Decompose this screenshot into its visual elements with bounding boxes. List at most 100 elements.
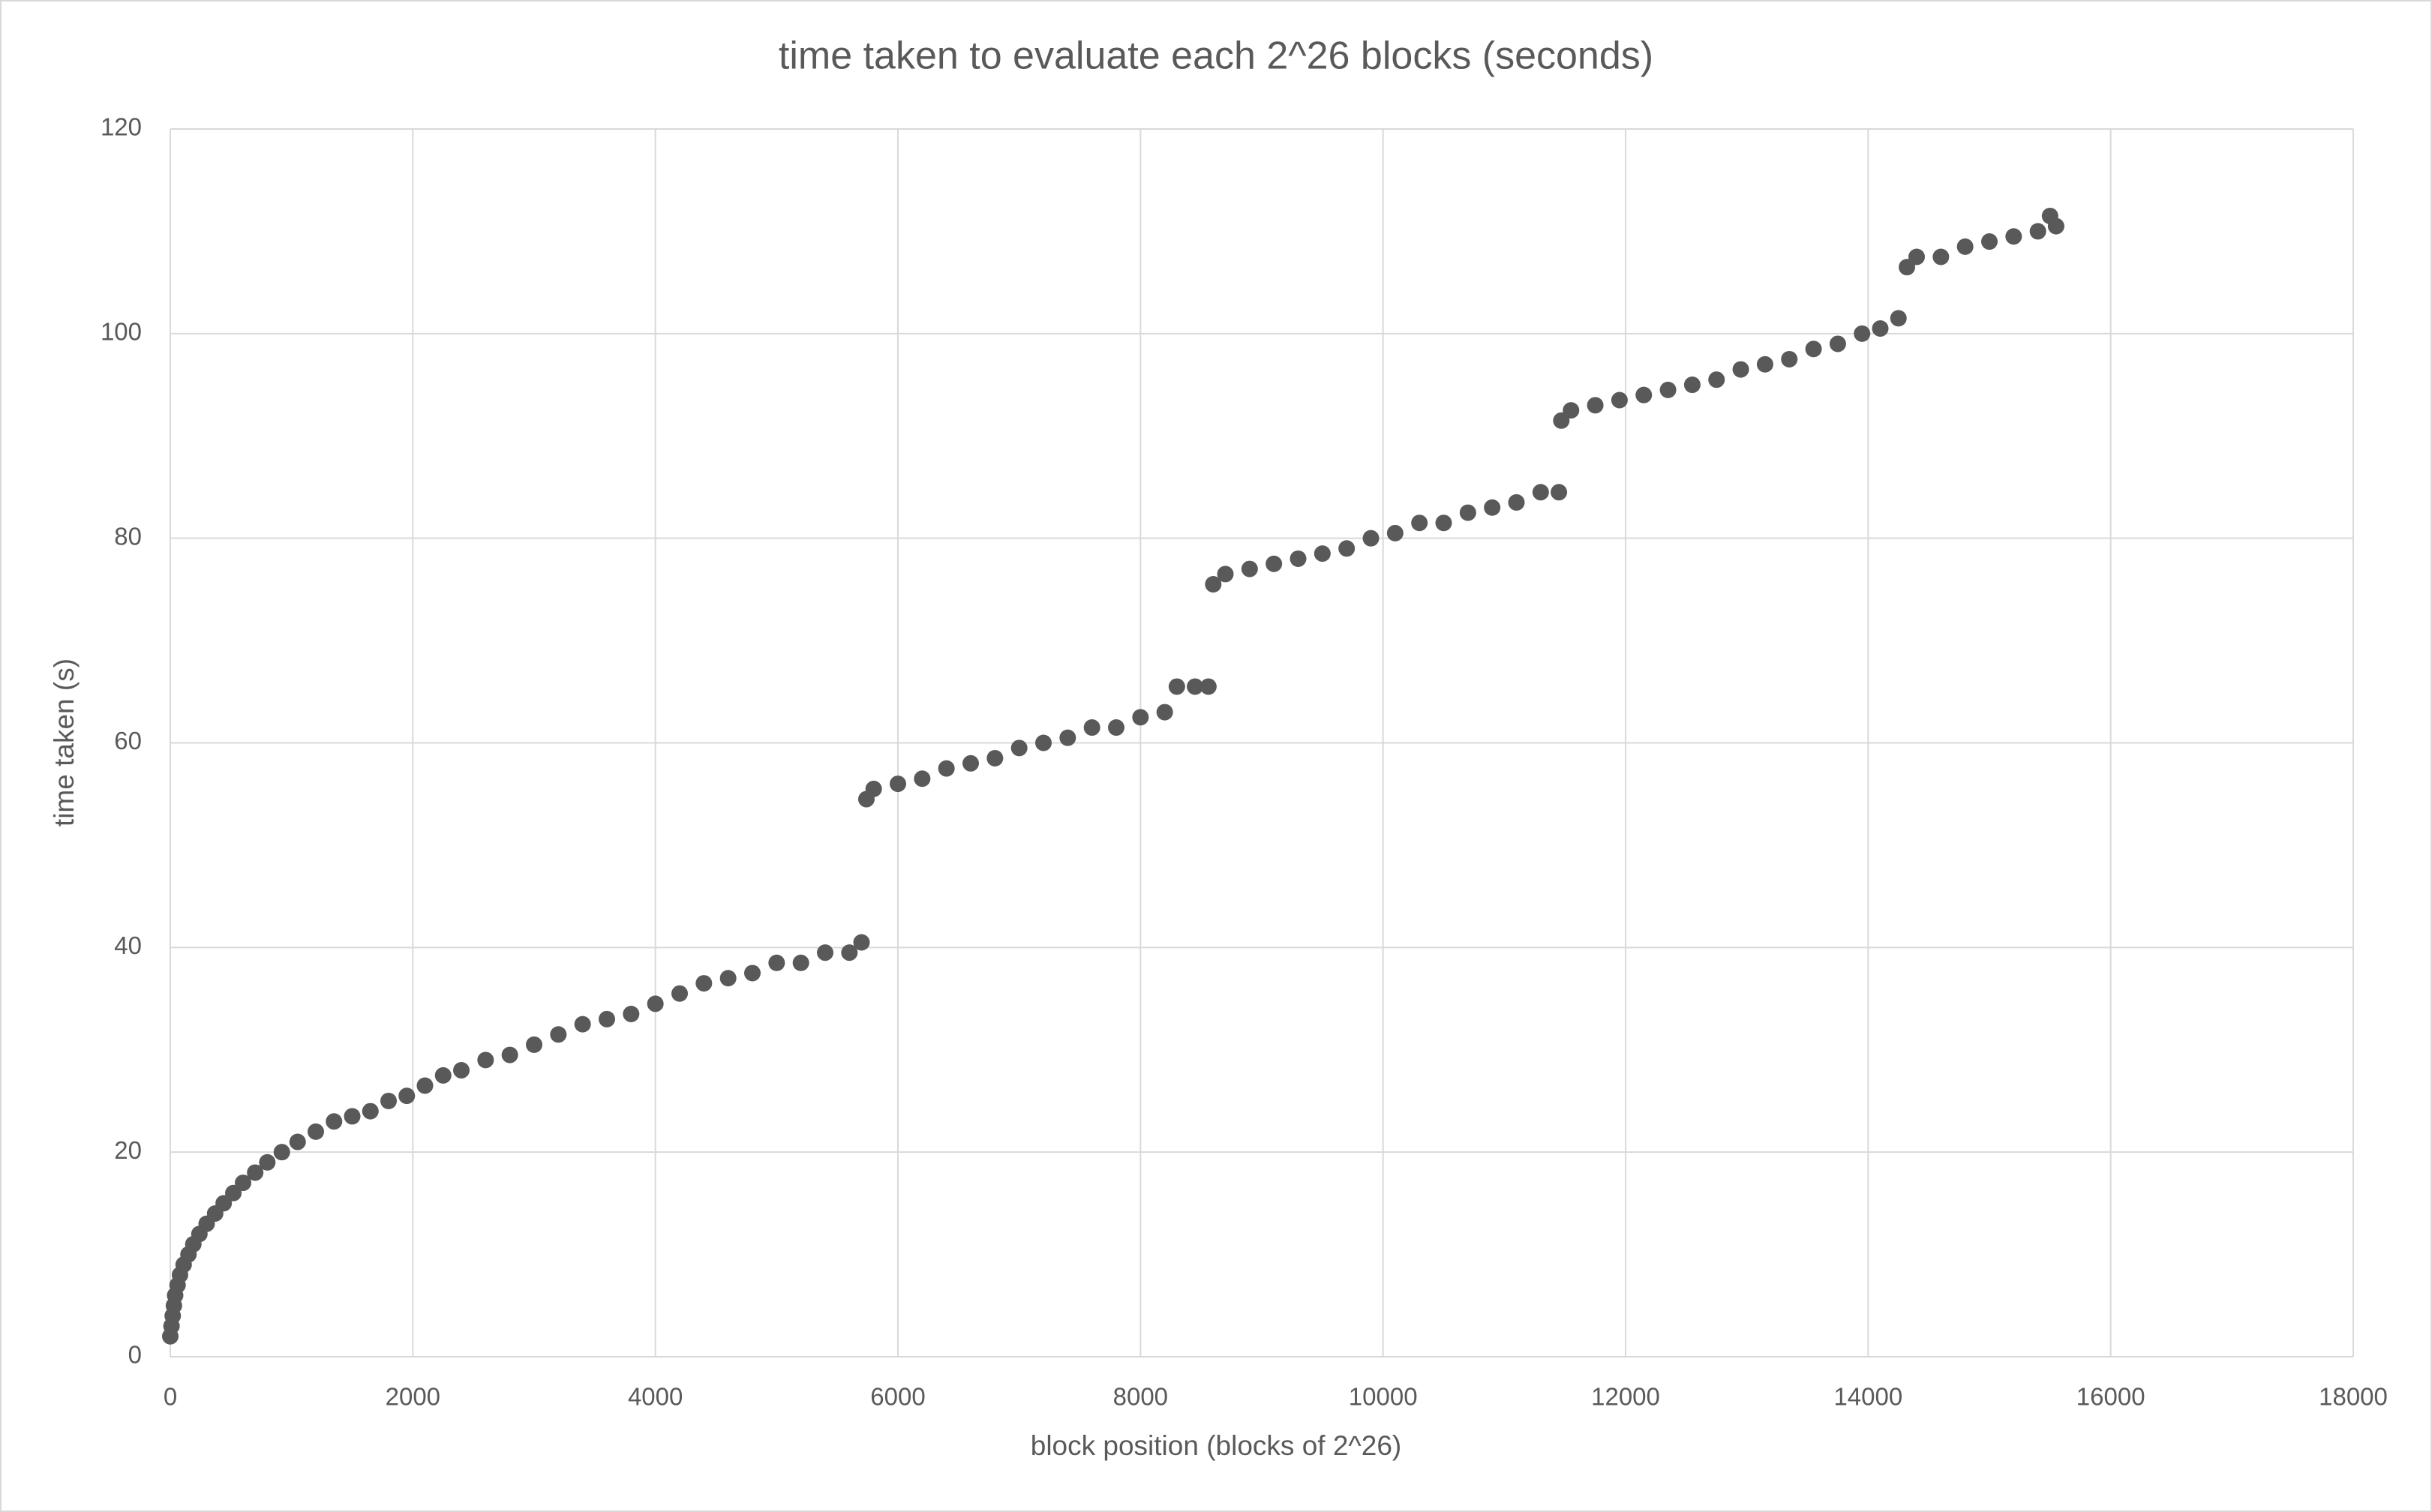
point bbox=[1683, 376, 1701, 394]
point bbox=[1362, 530, 1380, 547]
x-tick-label: 16000 bbox=[2076, 1383, 2145, 1411]
point bbox=[2047, 218, 2064, 235]
point bbox=[215, 1195, 233, 1212]
point bbox=[1168, 678, 1185, 695]
point bbox=[1781, 350, 1798, 368]
point bbox=[792, 954, 809, 971]
point bbox=[986, 749, 1004, 766]
point bbox=[1756, 356, 1773, 373]
point bbox=[344, 1108, 361, 1125]
point bbox=[289, 1133, 306, 1150]
point bbox=[326, 1113, 343, 1130]
point bbox=[1187, 678, 1204, 695]
point bbox=[308, 1123, 324, 1140]
point bbox=[841, 944, 858, 962]
point bbox=[225, 1184, 242, 1202]
point bbox=[817, 944, 833, 962]
point bbox=[1551, 484, 1568, 501]
point bbox=[671, 985, 688, 1002]
point bbox=[1132, 709, 1149, 726]
point bbox=[1829, 335, 1846, 352]
point bbox=[526, 1036, 542, 1053]
point bbox=[865, 780, 882, 797]
point bbox=[1587, 397, 1604, 414]
x-tick-label: 12000 bbox=[1591, 1383, 1660, 1411]
y-tick-label: 100 bbox=[101, 318, 142, 346]
point bbox=[1956, 238, 1974, 255]
point bbox=[1411, 514, 1428, 532]
point bbox=[235, 1174, 251, 1192]
point bbox=[434, 1066, 452, 1084]
point bbox=[599, 1010, 615, 1028]
point bbox=[501, 1046, 518, 1064]
point bbox=[1899, 259, 1916, 276]
point bbox=[1732, 361, 1749, 378]
point bbox=[1484, 499, 1501, 516]
chart-title: time taken to evaluate each 2^26 blocks … bbox=[779, 34, 1653, 78]
point bbox=[1532, 484, 1549, 501]
point bbox=[1083, 719, 1100, 736]
x-tick-label: 6000 bbox=[870, 1383, 925, 1411]
point bbox=[1290, 550, 1307, 567]
point bbox=[890, 776, 906, 793]
point bbox=[768, 954, 785, 971]
point bbox=[1854, 325, 1871, 342]
point bbox=[247, 1164, 264, 1181]
point bbox=[1932, 248, 1950, 266]
point bbox=[1611, 392, 1628, 409]
point bbox=[1386, 524, 1404, 542]
point bbox=[962, 754, 979, 772]
x-tick-label: 8000 bbox=[1113, 1383, 1168, 1411]
point bbox=[1659, 381, 1677, 398]
point bbox=[1635, 386, 1653, 404]
y-tick-label: 80 bbox=[114, 522, 142, 550]
point bbox=[695, 975, 713, 992]
point bbox=[1338, 540, 1356, 557]
point bbox=[2005, 228, 2022, 245]
x-axis-label: block position (blocks of 2^26) bbox=[1031, 1430, 1402, 1461]
point bbox=[914, 770, 931, 788]
point bbox=[362, 1102, 379, 1120]
y-tick-label: 0 bbox=[128, 1341, 142, 1369]
point bbox=[259, 1154, 276, 1171]
point bbox=[623, 1006, 640, 1023]
point bbox=[1217, 566, 1234, 583]
point bbox=[398, 1088, 416, 1105]
point bbox=[1553, 412, 1570, 429]
point bbox=[453, 1062, 470, 1079]
y-tick-label: 60 bbox=[114, 727, 142, 754]
point bbox=[380, 1092, 397, 1109]
y-tick-label: 20 bbox=[114, 1136, 142, 1164]
x-tick-label: 2000 bbox=[386, 1383, 440, 1411]
x-tick-label: 18000 bbox=[2319, 1383, 2388, 1411]
point bbox=[1156, 704, 1173, 721]
point bbox=[1805, 340, 1822, 358]
point bbox=[1059, 729, 1076, 746]
point bbox=[1108, 719, 1124, 736]
point bbox=[416, 1077, 434, 1094]
point bbox=[1205, 576, 1222, 593]
point bbox=[1890, 310, 1907, 327]
point bbox=[744, 964, 761, 982]
point bbox=[550, 1026, 567, 1043]
point bbox=[719, 970, 737, 987]
point bbox=[1035, 734, 1052, 752]
x-tick-label: 4000 bbox=[628, 1383, 683, 1411]
point bbox=[2029, 223, 2046, 240]
y-axis-label: time taken (s) bbox=[49, 658, 80, 826]
point bbox=[1010, 740, 1028, 757]
point bbox=[853, 934, 870, 951]
point bbox=[1199, 678, 1217, 695]
y-tick-label: 120 bbox=[101, 113, 142, 141]
point bbox=[938, 760, 955, 777]
x-tick-label: 0 bbox=[164, 1383, 177, 1411]
point bbox=[273, 1144, 290, 1161]
point bbox=[1563, 402, 1580, 419]
point bbox=[1435, 514, 1452, 532]
point bbox=[1241, 560, 1258, 578]
x-tick-label: 14000 bbox=[1833, 1383, 1902, 1411]
point bbox=[1872, 320, 1889, 338]
point bbox=[1266, 555, 1283, 572]
